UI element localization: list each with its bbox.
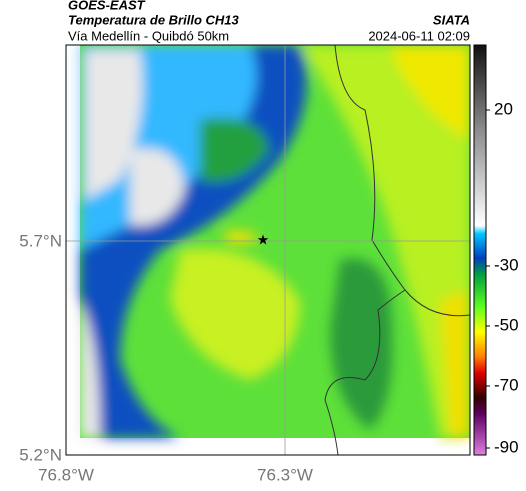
colorbar-ticks: 20 -30 -50 -70 -90 — [486, 99, 519, 456]
colorbar-tick-label: -90 — [494, 437, 519, 456]
satellite: GOES-EAST — [68, 0, 146, 12]
subtitle: Vía Medellín - Quibdó 50km — [68, 28, 229, 43]
colorbar-tick-label: -50 — [494, 315, 519, 334]
agency: SIATA — [433, 12, 470, 27]
svg-text:★: ★ — [257, 232, 270, 248]
colorbar-tick-label: 20 — [494, 99, 513, 118]
lon-label: 76.3°W — [257, 465, 313, 484]
colorbar-tick-label: -70 — [494, 375, 519, 394]
lon-label: 76.8°W — [38, 465, 94, 484]
lat-label: 5.2°N — [19, 445, 62, 464]
colorbar — [473, 44, 487, 456]
map: ★ — [66, 45, 470, 455]
datetime: 2024-06-11 02:09 — [368, 28, 470, 43]
colorbar-tick-label: -30 — [494, 255, 519, 274]
lat-label: 5.7°N — [19, 231, 62, 250]
title: Temperatura de Brillo CH13 — [68, 12, 240, 27]
